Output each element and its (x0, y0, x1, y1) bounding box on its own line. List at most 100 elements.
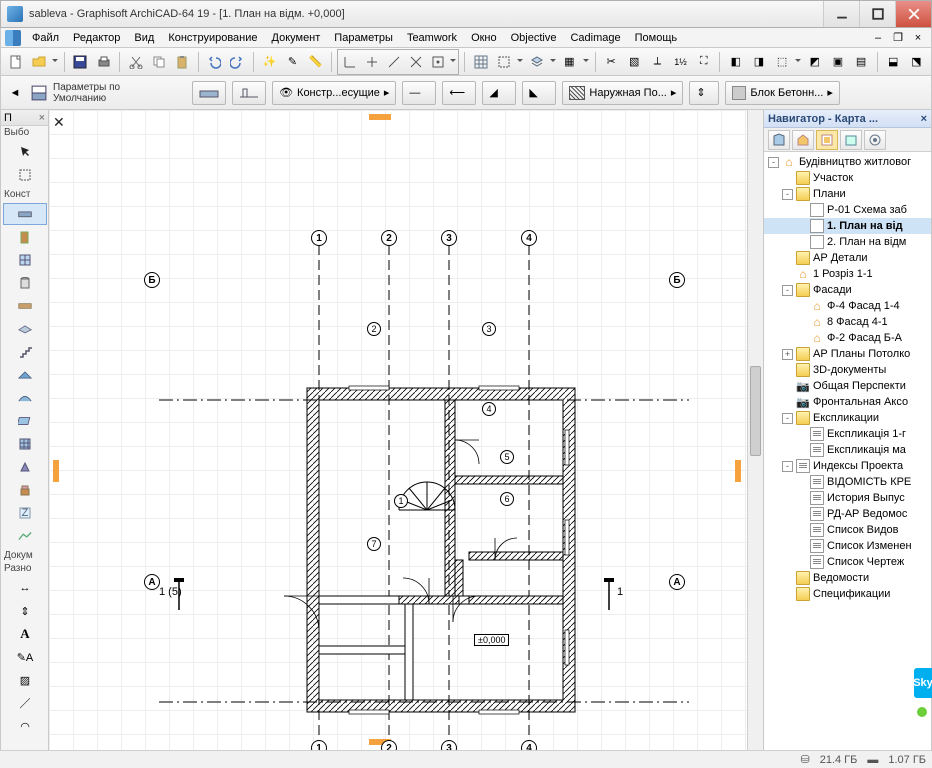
tree-expander[interactable]: - (782, 189, 793, 200)
navigator-tab-settings[interactable] (864, 130, 886, 150)
door-tool[interactable] (3, 226, 47, 248)
tree-node[interactable]: 3D-документы (764, 362, 931, 378)
navigator-tab-view[interactable] (792, 130, 814, 150)
column-tool[interactable] (3, 272, 47, 294)
line-tool[interactable]: ／ (3, 692, 47, 714)
tree-node[interactable]: История Выпус (764, 490, 931, 506)
tree-node[interactable]: 1. План на від (764, 218, 931, 234)
save-button[interactable] (70, 51, 91, 73)
shell-tool[interactable] (3, 387, 47, 409)
wall-composite-selector[interactable]: Наружная По... ▸ (562, 81, 683, 105)
wall-tool[interactable] (3, 203, 47, 225)
module-button[interactable]: ⬔ (906, 51, 927, 73)
slab-tool[interactable] (3, 318, 47, 340)
tree-node[interactable]: 📷Фронтальная Аксо (764, 394, 931, 410)
menu-item[interactable]: Objective (504, 30, 564, 46)
menu-item[interactable]: Параметры (327, 30, 400, 46)
tree-node[interactable]: РД-АР Ведомос (764, 506, 931, 522)
tree-node[interactable]: ⌂1 Розріз 1-1 (764, 266, 931, 282)
menu-item[interactable]: Редактор (66, 30, 127, 46)
tree-node[interactable]: 2. План на відм (764, 234, 931, 250)
tree-node[interactable]: Експликація 1-г (764, 426, 931, 442)
print-button[interactable] (93, 51, 114, 73)
text-tool[interactable]: A (3, 623, 47, 645)
marquee-button[interactable] (493, 51, 514, 73)
layers-button[interactable] (526, 51, 547, 73)
menu-item[interactable]: Помощь (628, 30, 685, 46)
new-file-button[interactable] (5, 51, 26, 73)
tree-expander[interactable]: - (782, 285, 793, 296)
redo-button[interactable] (227, 51, 248, 73)
snap-diag-button[interactable] (383, 51, 405, 73)
tree-node[interactable]: Р-01 Схема заб (764, 202, 931, 218)
floor-plan-display-button[interactable] (232, 81, 266, 105)
menu-item[interactable]: Cadimage (563, 30, 627, 46)
tree-expander[interactable]: - (782, 461, 793, 472)
navigator-tab-layout[interactable] (816, 130, 838, 150)
drawing-canvas[interactable]: ✕ (49, 110, 763, 767)
copy-button[interactable] (148, 51, 169, 73)
doc-minimize-button[interactable]: ‒ (869, 31, 887, 45)
menu-item[interactable]: Teamwork (400, 30, 464, 46)
trace-toggle-button[interactable]: ◨ (748, 51, 769, 73)
navigator-tree[interactable]: -⌂Будівництво житловогУчасток-ПланиР-01 … (764, 152, 931, 751)
arrow-tool[interactable] (3, 141, 47, 163)
minimize-button[interactable] (823, 1, 859, 27)
tree-node[interactable]: ⌂Ф-4 Фасад 1-4 (764, 298, 931, 314)
cut-button[interactable] (125, 51, 146, 73)
menu-item[interactable]: Вид (127, 30, 161, 46)
tree-node[interactable]: -Експликации (764, 410, 931, 426)
wall-height-button[interactable]: ⇕ (689, 81, 719, 105)
building-material-selector[interactable]: Блок Бетонн... ▸ (725, 81, 839, 105)
tree-node[interactable]: 📷Общая Перспекти (764, 378, 931, 394)
tree-node[interactable]: Список Видов (764, 522, 931, 538)
snap-intersect-button[interactable] (405, 51, 427, 73)
tree-node[interactable]: -⌂Будівництво житловог (764, 154, 931, 170)
section-tool-button[interactable]: ✂ (601, 51, 622, 73)
menu-item[interactable]: Окно (464, 30, 504, 46)
tree-node[interactable]: Участок (764, 170, 931, 186)
default-settings-icon[interactable] (31, 85, 47, 101)
toolbox-close-icon[interactable]: × (39, 112, 45, 124)
paste-button[interactable] (171, 51, 192, 73)
geometry-method-button[interactable] (192, 81, 226, 105)
doc-close-button[interactable]: × (909, 31, 927, 45)
beam-tool[interactable] (3, 295, 47, 317)
snap-grid-button[interactable] (427, 51, 449, 73)
render-button[interactable]: ◩ (804, 51, 825, 73)
object-tool[interactable] (3, 479, 47, 501)
dimension-tool[interactable]: ↔ (3, 577, 47, 599)
dimension-tool-button[interactable]: 1½ (670, 51, 691, 73)
skype-widget[interactable]: Sky (914, 668, 931, 698)
label-tool[interactable]: ✎A (3, 646, 47, 668)
tree-node[interactable]: Ведомости (764, 570, 931, 586)
view-3d-button[interactable]: ⬚ (771, 51, 792, 73)
wall-profile-button[interactable]: ◢ (482, 81, 516, 105)
window-tool[interactable] (3, 249, 47, 271)
tree-node[interactable]: ⌂8 Фасад 4-1 (764, 314, 931, 330)
ref-line-button[interactable]: ⟵ (442, 81, 476, 105)
hotlink-button[interactable]: ⬓ (883, 51, 904, 73)
tree-node[interactable]: ВІДОМІСТЬ КРЕ (764, 474, 931, 490)
tree-node[interactable]: АР Детали (764, 250, 931, 266)
morph-tool[interactable] (3, 456, 47, 478)
open-file-button[interactable] (28, 51, 49, 73)
tree-node[interactable]: +АР Планы Потолко (764, 346, 931, 362)
tree-node[interactable]: -Индексы Проекта (764, 458, 931, 474)
tree-node[interactable]: -Фасади (764, 282, 931, 298)
tree-node[interactable]: Спецификации (764, 586, 931, 602)
display-options-button[interactable]: ▦ (559, 51, 580, 73)
navigator-close-icon[interactable]: × (921, 113, 927, 125)
navigator-tab-project[interactable] (768, 130, 790, 150)
view-fit-button[interactable]: ⛶ (693, 51, 714, 73)
tree-node[interactable]: Експликація ма (764, 442, 931, 458)
tree-expander[interactable]: - (782, 413, 793, 424)
snap-perp-button[interactable] (361, 51, 383, 73)
layer-selector[interactable]: 👁 Констр...есущие ▸ (272, 81, 396, 105)
tree-node[interactable]: Список Чертеж (764, 554, 931, 570)
level-dim-tool[interactable]: ⇕ (3, 600, 47, 622)
vertical-scrollbar[interactable] (747, 110, 763, 751)
skylight-tool[interactable] (3, 410, 47, 432)
zone-tool[interactable]: Z (3, 502, 47, 524)
fill-tool[interactable]: ▨ (3, 669, 47, 691)
